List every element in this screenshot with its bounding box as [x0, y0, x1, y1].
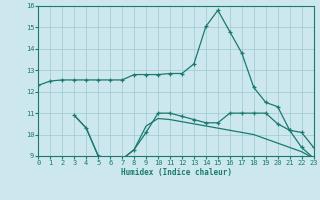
- X-axis label: Humidex (Indice chaleur): Humidex (Indice chaleur): [121, 168, 231, 177]
